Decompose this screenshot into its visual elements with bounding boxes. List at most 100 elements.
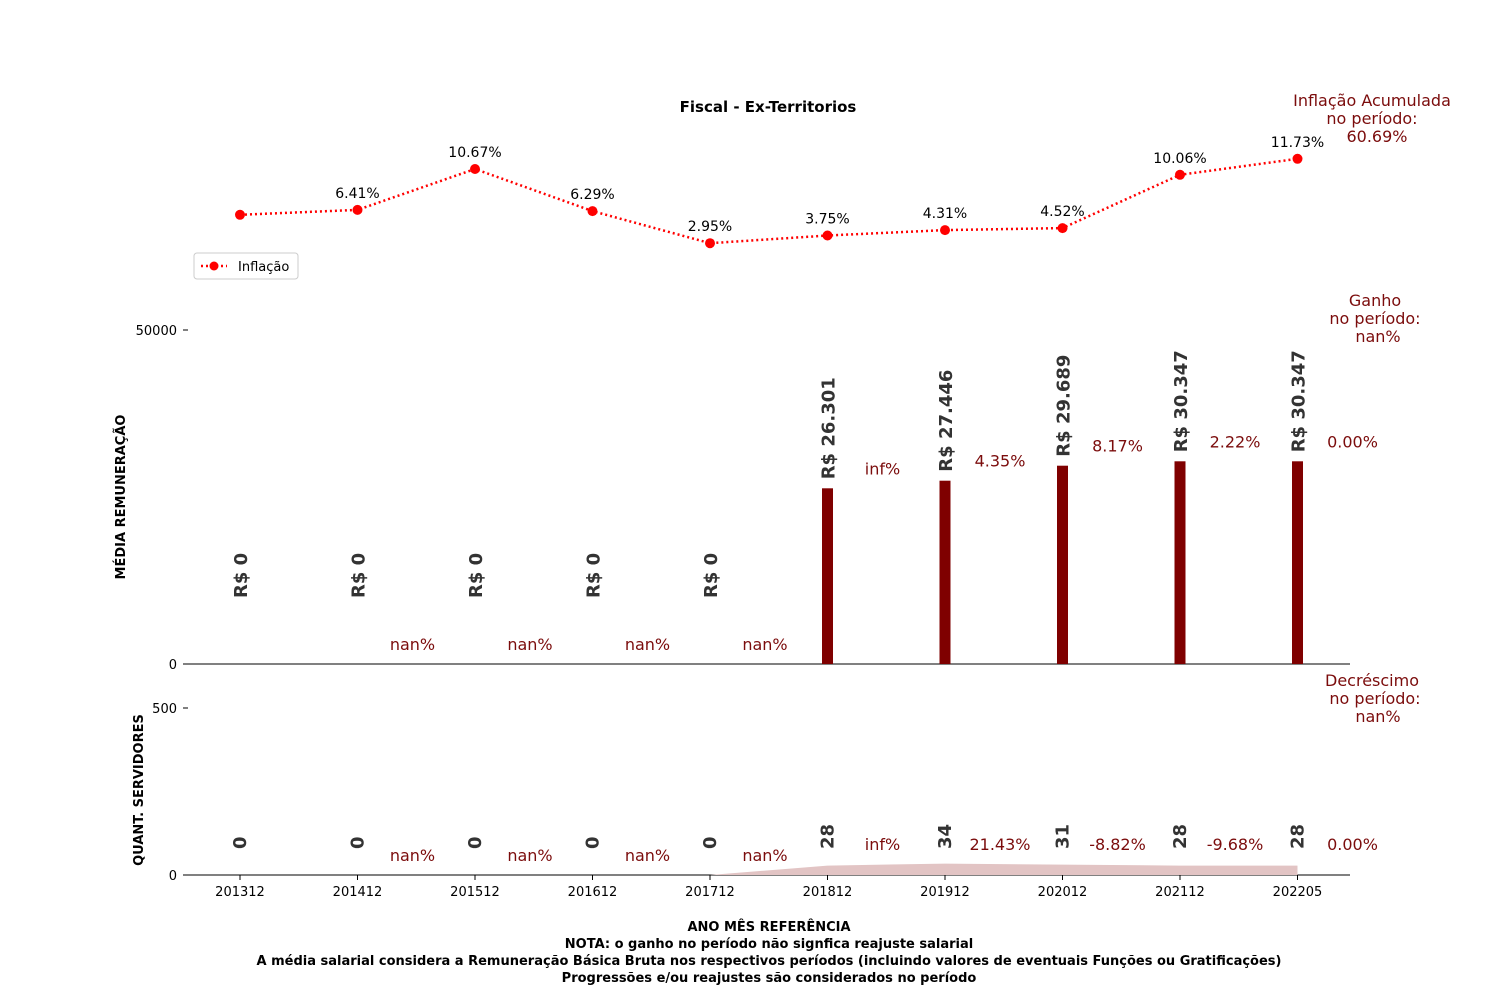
salary-data-label: R$ 0 xyxy=(231,553,252,598)
salary-change-label: 8.17% xyxy=(1092,437,1143,456)
inflation-data-label: 10.06% xyxy=(1153,151,1206,167)
salary-data-label: R$ 0 xyxy=(584,553,605,598)
note-line-3: Progressões e/ou reajustes são considera… xyxy=(562,971,977,986)
inflation-legend: Inflação xyxy=(193,252,299,280)
staff-data-label: 0 xyxy=(348,836,369,849)
x-tick-label: 202205 xyxy=(1273,885,1323,900)
salary-change-label: nan% xyxy=(742,635,787,654)
accumulated-inflation-line-3: 60.69% xyxy=(1346,127,1407,146)
x-tick-label: 201412 xyxy=(333,885,383,900)
x-tick-label: 202112 xyxy=(1155,885,1205,900)
inflation-point xyxy=(1292,153,1303,164)
staff-change-label: nan% xyxy=(625,846,670,865)
accumulated-inflation-line-2: no período: xyxy=(1326,109,1417,128)
staff-data-label: 0 xyxy=(583,836,604,849)
inflation-data-label: 6.29% xyxy=(570,187,614,203)
salary-data-label: R$ 0 xyxy=(349,553,370,598)
staff-data-label: 31 xyxy=(1053,824,1074,849)
staff-change-label: 21.43% xyxy=(969,835,1030,854)
salary-ytick-top: 50000 xyxy=(136,324,177,339)
x-tick-label: 201612 xyxy=(568,885,618,900)
decrease-line-3: nan% xyxy=(1355,707,1400,726)
salary-data-label: R$ 29.689 xyxy=(1054,355,1075,457)
inflation-point xyxy=(235,209,245,220)
staff-y-axis-label: QUANT. SERVIDORES xyxy=(132,714,147,866)
inflation-point xyxy=(940,225,950,236)
salary-data-label: R$ 0 xyxy=(466,553,487,598)
staff-data-label: 28 xyxy=(1170,824,1191,849)
x-axis: 201312 201412 201512 201612 201712 201812 2019… xyxy=(215,875,1322,900)
staff-ytick-top: 500 xyxy=(152,702,177,717)
inflation-data-label: 4.52% xyxy=(1040,204,1084,220)
salary-change-label: nan% xyxy=(625,635,670,654)
inflation-data-label: 2.95% xyxy=(688,219,732,235)
inflation-point xyxy=(352,204,363,215)
salary-change-label: 2.22% xyxy=(1210,432,1261,451)
staff-data-label: 28 xyxy=(1288,824,1309,849)
salary-bar xyxy=(939,480,951,664)
staff-change-label: -9.68% xyxy=(1207,835,1264,854)
salary-bar xyxy=(1174,461,1186,664)
inflation-point xyxy=(705,238,715,249)
staff-change-label: -8.82% xyxy=(1089,835,1146,854)
salary-bar xyxy=(1057,465,1068,664)
inflation-point xyxy=(1057,223,1068,234)
staff-data-label: 0 xyxy=(230,836,251,849)
gain-line-3: nan% xyxy=(1355,327,1400,346)
salary-change-label: nan% xyxy=(390,635,435,654)
inflation-point xyxy=(1175,169,1185,180)
salary-data-label: R$ 30.347 xyxy=(1289,350,1310,452)
x-tick-label: 202012 xyxy=(1038,885,1088,900)
salary-bar xyxy=(1292,461,1303,664)
staff-change-label: 0.00% xyxy=(1327,835,1378,854)
salary-panel: MÉDIA REMUNERAÇÃO 50000 0 Ganho no perío… xyxy=(113,291,1421,673)
staff-change-label: nan% xyxy=(507,846,552,865)
staff-data-label: 28 xyxy=(818,824,839,849)
inflation-data-label: 11.73% xyxy=(1271,135,1324,151)
legend-label: Inflação xyxy=(238,260,289,275)
x-tick-label: 201912 xyxy=(920,885,970,900)
salary-data-label: R$ 27.446 xyxy=(936,370,957,472)
decrease-line-2: no período: xyxy=(1329,689,1420,708)
staff-ytick-bottom: 0 xyxy=(169,869,177,884)
accumulated-inflation-line-1: Inflação Acumulada xyxy=(1293,91,1451,110)
staff-change-label: nan% xyxy=(390,846,435,865)
salary-change-label: nan% xyxy=(507,635,552,654)
inflation-point xyxy=(470,164,480,174)
inflation-data-label: 6.41% xyxy=(335,186,379,202)
decrease-line-1: Decréscimo xyxy=(1325,671,1419,690)
inflation-point xyxy=(822,230,833,241)
x-tick-label: 201512 xyxy=(450,885,500,900)
x-axis-label: ANO MÊS REFERÊNCIA xyxy=(687,919,850,935)
salary-y-axis-label: MÉDIA REMUNERAÇÃO xyxy=(113,415,129,580)
salary-ytick-bottom: 0 xyxy=(169,658,177,673)
salary-change-label: 0.00% xyxy=(1327,432,1378,451)
staff-data-label: 34 xyxy=(935,824,956,849)
x-tick-label: 201812 xyxy=(803,885,853,900)
salary-data-label: R$ 30.347 xyxy=(1171,350,1192,452)
chart-title: Fiscal - Ex-Territorios xyxy=(680,98,857,116)
salary-change-label: 4.35% xyxy=(975,452,1026,471)
inflation-line xyxy=(239,157,1298,245)
salary-data-label: R$ 0 xyxy=(701,553,722,598)
note-line-2: A média salarial considera a Remuneração… xyxy=(257,954,1282,969)
legend-marker xyxy=(209,261,219,271)
inflation-data-label: 10.67% xyxy=(448,145,501,161)
staff-panel: QUANT. SERVIDORES 500 0 Decréscimo no pe… xyxy=(132,671,1421,884)
staff-change-label: inf% xyxy=(865,835,900,854)
gain-line-2: no período: xyxy=(1329,309,1420,328)
legend-box xyxy=(193,252,299,280)
gain-line-1: Ganho xyxy=(1349,291,1401,310)
staff-data-label: 0 xyxy=(700,836,721,849)
salary-bar xyxy=(822,488,833,664)
note-line-1: NOTA: o ganho no período não signfica re… xyxy=(565,937,973,952)
salary-data-label: R$ 26.301 xyxy=(819,377,840,479)
staff-area xyxy=(240,863,1298,875)
x-tick-label: 201712 xyxy=(685,885,735,900)
staff-data-label: 0 xyxy=(465,836,486,849)
inflation-panel: Inflação Acumulada no período: 60.69% In… xyxy=(193,91,1451,280)
inflation-point xyxy=(587,206,598,217)
inflation-data-label: 4.31% xyxy=(923,206,967,222)
salary-change-label: inf% xyxy=(865,459,900,478)
